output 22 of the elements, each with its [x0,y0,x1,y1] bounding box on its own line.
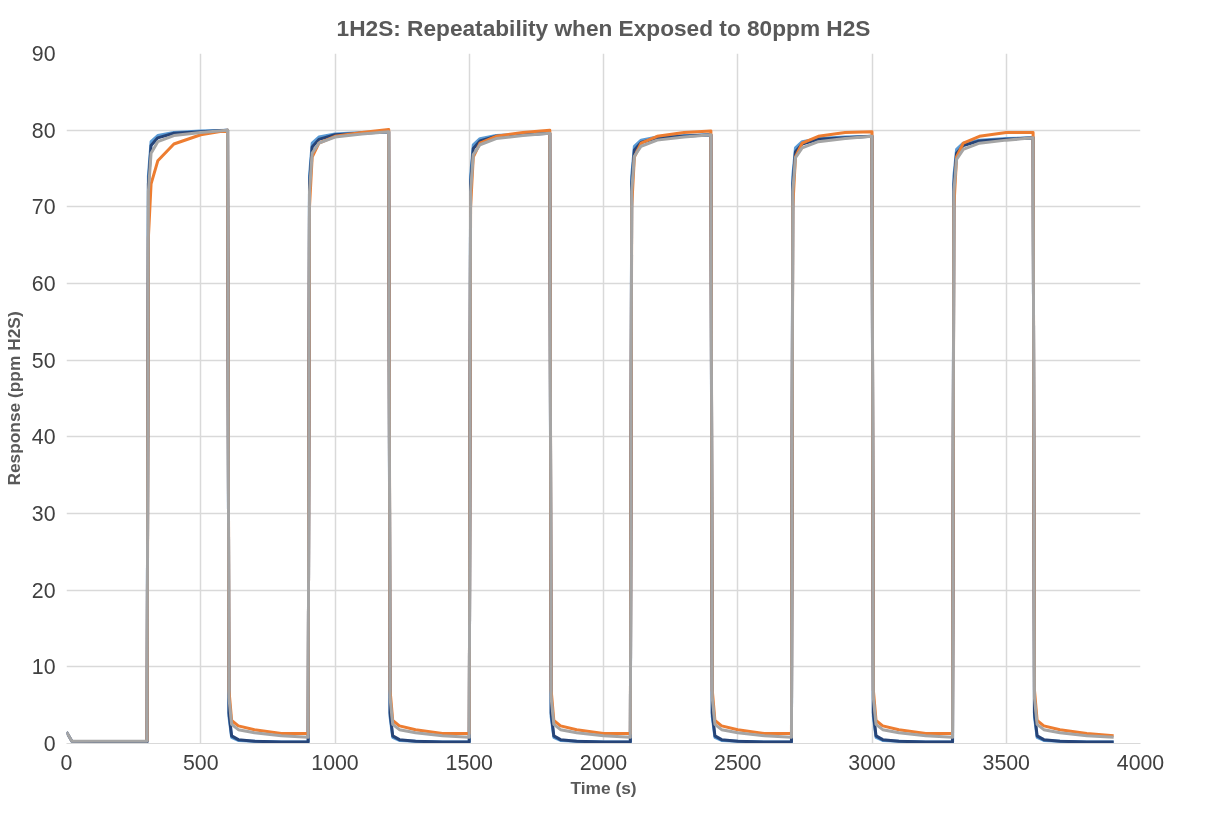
x-tick-label: 2000 [579,750,628,775]
chart-title: 1H2S: Repeatability when Exposed to 80ppm H2S [336,15,871,41]
y-tick-label: 30 [31,502,56,526]
x-tick-label: 3000 [848,750,896,775]
y-axis-title: Response (ppm H2S) [3,311,24,486]
y-tick-label: 60 [31,272,56,296]
y-tick-label: 80 [31,118,56,143]
y-tick-label: 90 [31,42,56,66]
y-tick-label: 70 [31,195,56,220]
x-tick-label: 3500 [982,750,1031,775]
x-tick-label: 1000 [311,750,359,775]
y-tick-label: 20 [31,578,56,603]
x-tick-label: 4000 [1116,750,1165,775]
y-tick-label: 10 [31,655,56,680]
x-axis-title: Time (s) [570,777,637,798]
y-tick-label: 0 [43,732,56,756]
x-tick-label: 2500 [714,750,762,775]
x-tick-label: 0 [60,750,73,775]
x-tick-label: 500 [182,750,219,775]
x-tick-label: 1500 [445,750,494,775]
y-tick-label: 40 [31,425,56,450]
y-tick-label: 50 [31,348,56,373]
